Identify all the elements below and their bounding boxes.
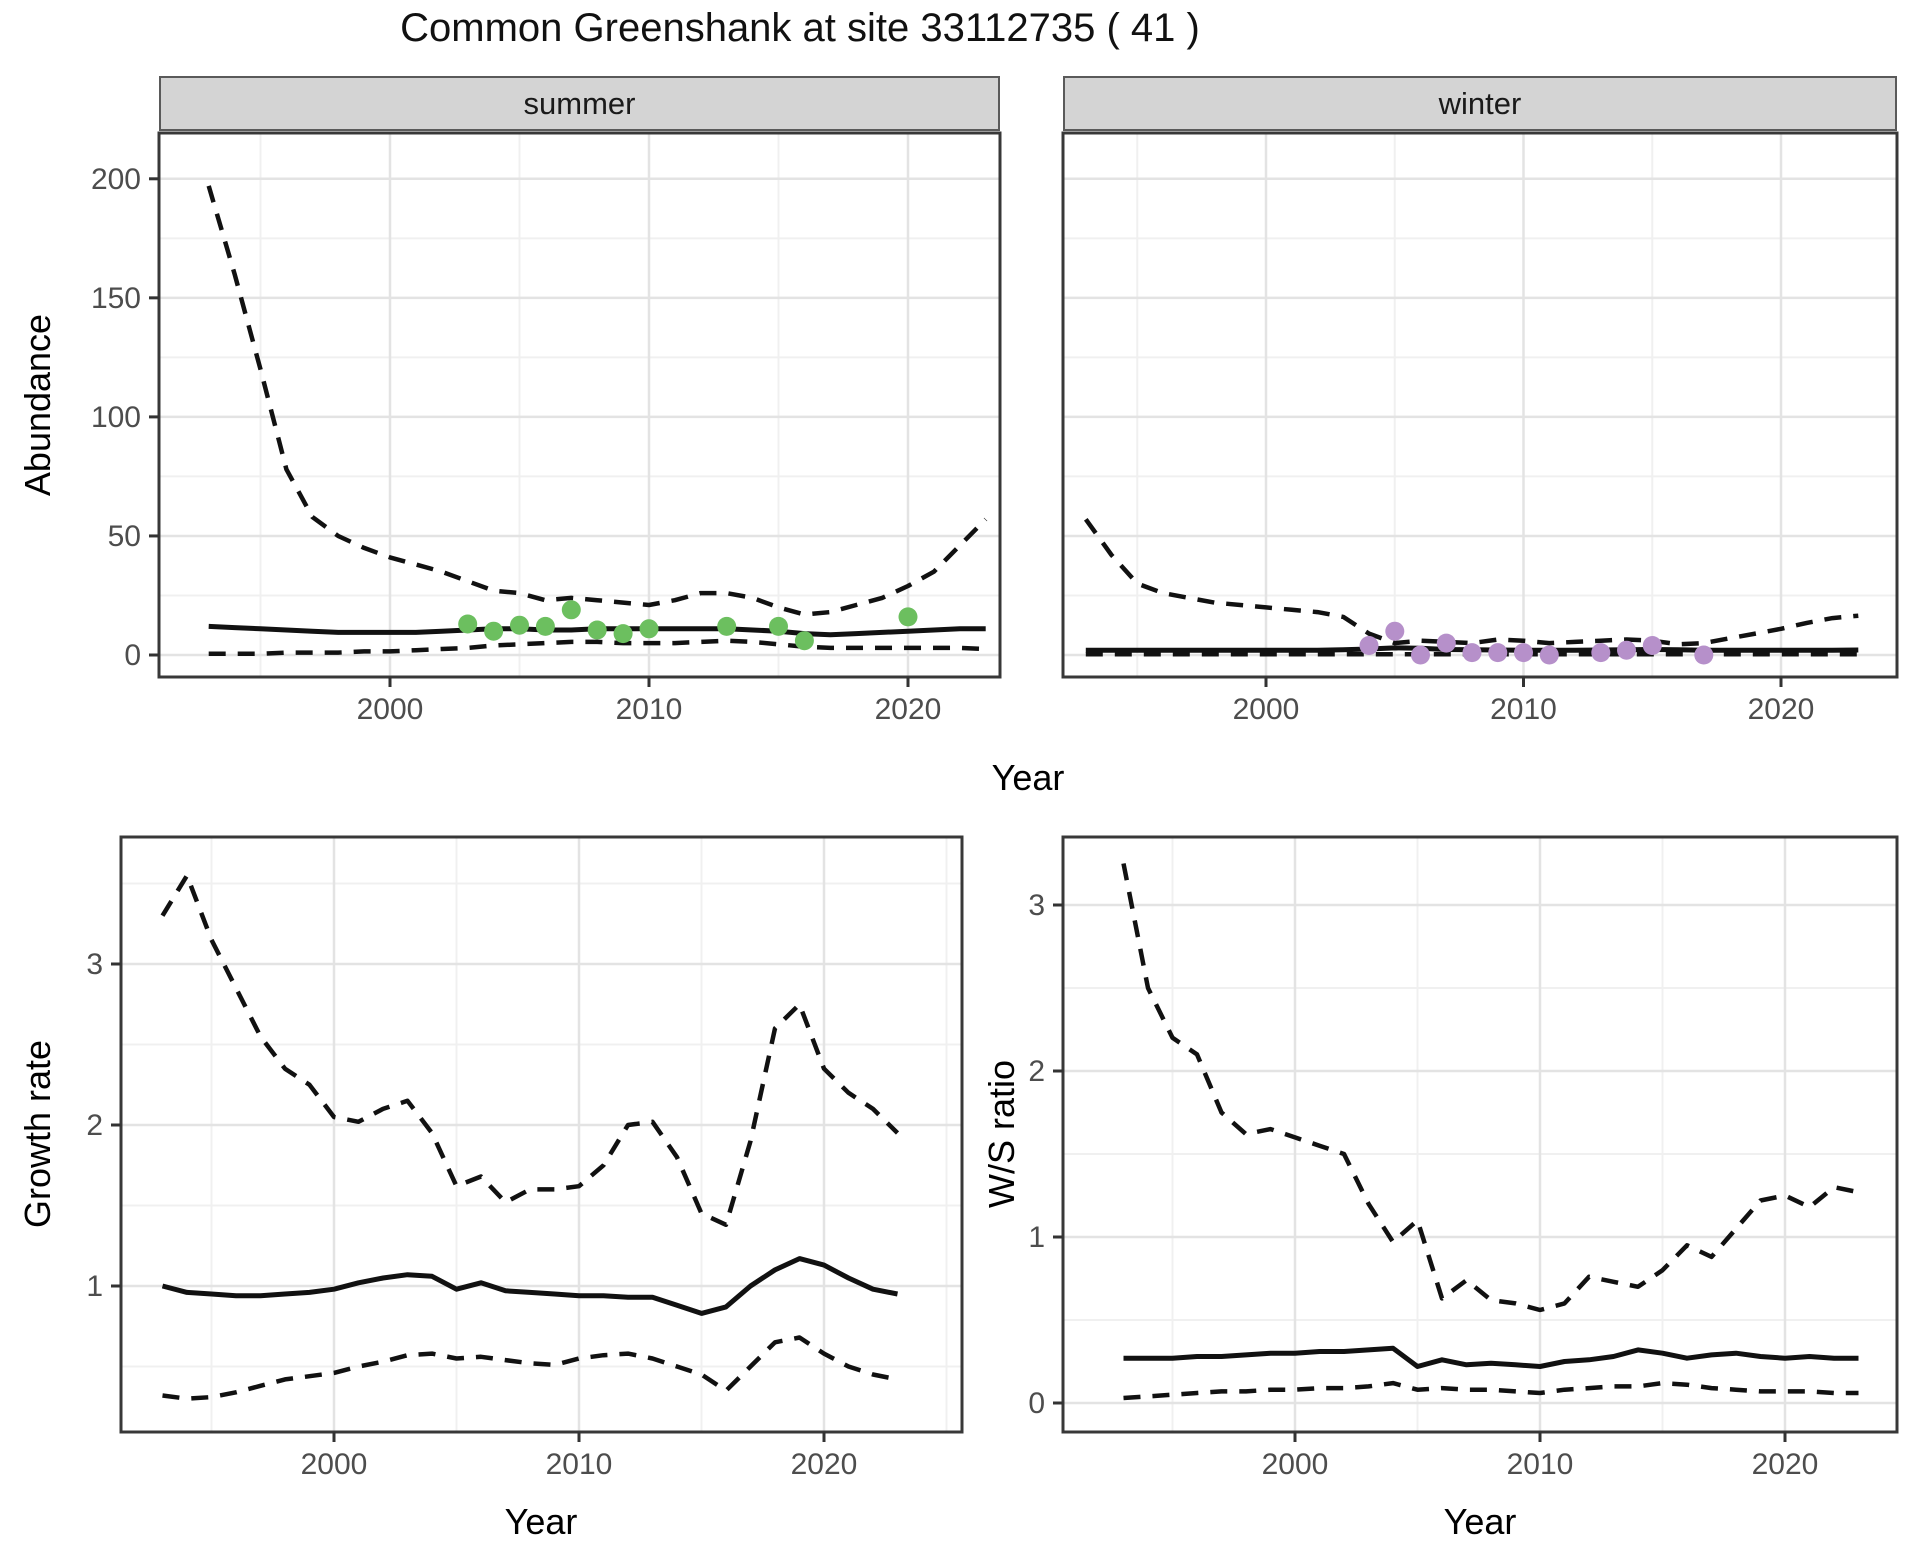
winter-observed-point [1436, 633, 1456, 653]
ws-x-tick-label: 2010 [1507, 1448, 1574, 1481]
summer-x-tick-label: 2020 [875, 693, 942, 726]
x-axis-title-year-ws: Year [1443, 1501, 1517, 1542]
winter-observed-point [1385, 621, 1405, 641]
summer-y-tick-label: 200 [91, 163, 141, 196]
growth-y-tick-label: 3 [86, 948, 103, 981]
winter-observed-point [1411, 645, 1430, 665]
summer-observed-point [510, 615, 529, 635]
facet-strip-winter: winter [1063, 76, 1897, 131]
growth-upper-ci-line [160, 873, 900, 1228]
facet-strip-summer-label: summer [523, 85, 636, 121]
summer-observed-point [613, 624, 633, 644]
summer-y-tick-label: 150 [91, 282, 141, 315]
winter-panel: 2000 2010 2020 [1061, 131, 1899, 726]
summer-lower-ci-line [208, 638, 986, 657]
winter-x-tick-label: 2020 [1748, 693, 1815, 726]
facet-strip-winter-label: winter [1438, 85, 1522, 121]
summer-observed-point [458, 614, 478, 634]
growth-panel: 2000 2010 2020 1 2 3 [86, 835, 964, 1481]
summer-observed-point [484, 621, 504, 641]
summer-observed-point [639, 619, 659, 639]
winter-x-tick-label: 2000 [1233, 693, 1300, 726]
summer-x-tick-label: 2000 [357, 693, 424, 726]
growth-x-tick-label: 2010 [546, 1448, 613, 1481]
plot-title: Common Greenshank at site 33112735 ( 41 … [400, 6, 1200, 50]
ws-y-tick-label: 0 [1028, 1387, 1045, 1420]
summer-observed-point [794, 631, 814, 651]
summer-y-tick-label: 100 [91, 401, 141, 434]
winter-observed-point [1359, 636, 1379, 655]
growth-x-tick-label: 2000 [301, 1448, 368, 1481]
summer-upper-ci-line [206, 185, 988, 617]
growth-y-tick-label: 1 [86, 1270, 103, 1303]
x-axis-title-year-growth: Year [504, 1501, 578, 1542]
winter-observed-point [1642, 636, 1662, 655]
ws-x-tick-label: 2020 [1752, 1448, 1819, 1481]
summer-observed-point [769, 616, 788, 636]
winter-observed-point [1488, 643, 1508, 663]
ws-y-tick-label: 3 [1028, 889, 1045, 922]
ws-panel-border [1061, 835, 1899, 1434]
summer-y-tick-label: 0 [124, 639, 141, 672]
growth-lower-ci-line [162, 1335, 898, 1401]
summer-panel: 2000 2010 2020 0 50 100 150 200 [91, 131, 1002, 726]
ws-x-tick-label: 2000 [1262, 1448, 1329, 1481]
winter-observed-point [1591, 643, 1611, 663]
growth-y-tick-label: 2 [86, 1109, 103, 1142]
ws-lower-ci-line [1123, 1380, 1859, 1401]
summer-observed-point [717, 616, 737, 636]
growth-panel-border [119, 835, 964, 1434]
winter-observed-point [1539, 645, 1559, 665]
ws-y-tick-label: 2 [1028, 1055, 1045, 1088]
facet-strip-summer: summer [159, 76, 1000, 131]
summer-observed-point [535, 616, 555, 636]
summer-observed-point [898, 607, 918, 627]
ws-upper-ci-line [1121, 863, 1859, 1313]
summer-x-tick-label: 2010 [616, 693, 683, 726]
winter-observed-point [1694, 645, 1714, 665]
winter-x-tick-label: 2010 [1490, 693, 1557, 726]
summer-observed-point [561, 600, 581, 620]
ws-panel: 2000 2010 2020 0 1 2 3 [1028, 835, 1899, 1481]
ws-y-tick-label: 1 [1028, 1221, 1045, 1254]
growth-median-line [161, 1256, 898, 1316]
winter-upper-ci-line [1083, 517, 1859, 647]
growth-x-tick-label: 2020 [791, 1448, 858, 1481]
summer-y-tick-label: 50 [108, 520, 141, 553]
winter-observed-point [1617, 640, 1636, 660]
x-axis-title-year-top: Year [991, 757, 1065, 798]
ws-median-line [1123, 1345, 1859, 1369]
winter-observed-point [1462, 643, 1482, 663]
summer-panel-border [157, 131, 1002, 679]
winter-observed-point [1514, 643, 1533, 663]
winter-panel-border [1061, 131, 1899, 679]
summer-observed-point [587, 620, 607, 640]
